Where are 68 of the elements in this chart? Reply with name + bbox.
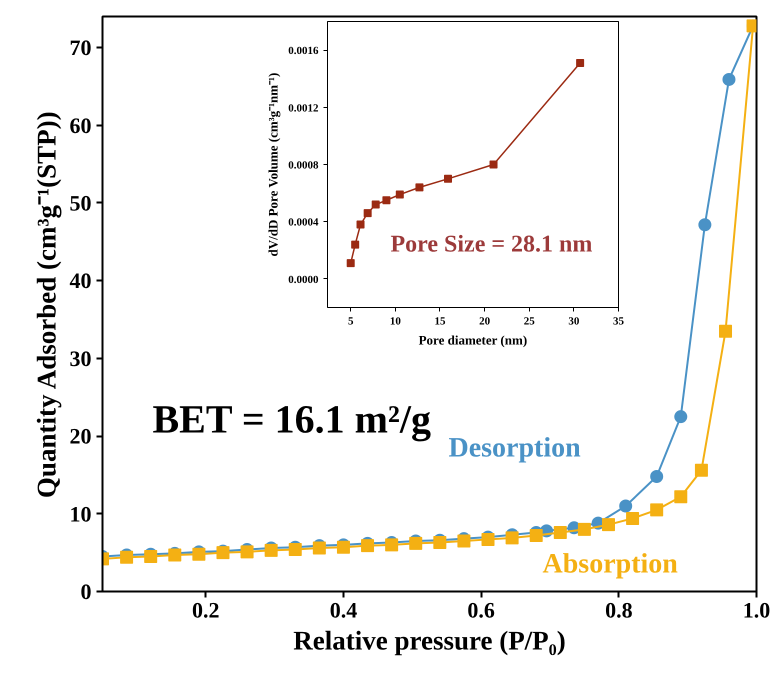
x-tick-label: 1.0 — [742, 598, 770, 622]
x-tick-label: 0.6 — [467, 598, 495, 622]
x-tick-label: 30 — [568, 316, 580, 328]
y-tick-label: 50 — [70, 190, 92, 216]
x-tick-label: 5 — [348, 316, 354, 328]
point — [554, 526, 567, 539]
point — [356, 220, 365, 229]
y-tick-label: 60 — [70, 112, 92, 138]
point — [433, 536, 446, 550]
point — [364, 209, 372, 218]
point — [576, 58, 584, 67]
annotation: Pore Size = 28.1 nm — [390, 232, 592, 258]
series-label: Absorption — [542, 548, 678, 580]
x-axis-title: Relative pressure (P/P₀) — [293, 626, 566, 656]
point — [409, 536, 422, 550]
y-tick-label: 0.0000 — [288, 274, 319, 286]
y-tick-label: 0 — [80, 579, 92, 604]
y-tick-label: 0.0008 — [288, 160, 319, 172]
point — [506, 531, 519, 544]
point — [264, 544, 278, 557]
point — [602, 518, 615, 532]
y-tick-label: 0.0004 — [288, 216, 319, 229]
point — [444, 174, 452, 183]
x-tick-label: 15 — [434, 316, 446, 328]
x-tick-label: 10 — [390, 316, 402, 328]
x-tick-label: 20 — [479, 316, 491, 328]
point — [372, 200, 380, 209]
point — [694, 464, 708, 477]
x-tick-label: 0.4 — [330, 598, 358, 622]
annotation: BET = 16.1 m²/g — [152, 396, 432, 442]
point — [674, 410, 688, 424]
point — [619, 500, 632, 513]
point — [192, 548, 206, 561]
point — [490, 160, 498, 168]
point — [530, 529, 543, 542]
point — [361, 539, 374, 552]
point — [698, 218, 712, 232]
point — [650, 503, 664, 516]
point — [578, 522, 591, 536]
point — [650, 470, 664, 483]
point — [626, 512, 640, 525]
x-tick-label: 25 — [524, 316, 536, 328]
x-tick-label: 35 — [613, 316, 624, 328]
y-tick-label: 20 — [70, 424, 92, 449]
x-tick-label: 0.2 — [192, 598, 220, 622]
y-axis-title: Quantity Adsorbed (cm³g⁻¹(STP)) — [32, 111, 62, 498]
series-label: Desorption — [448, 432, 582, 464]
point — [722, 72, 736, 86]
point — [674, 490, 688, 504]
point — [415, 183, 424, 192]
point — [336, 540, 350, 554]
point — [346, 259, 355, 268]
point — [144, 550, 158, 564]
point — [382, 196, 390, 204]
point — [288, 543, 302, 556]
point — [396, 190, 404, 199]
x-tick-label: 0.8 — [605, 598, 633, 622]
y-axis-title: dV/dD Pore Volume (cm³g⁻¹nm⁻¹) — [265, 72, 280, 256]
y-tick-label: 0.0012 — [288, 102, 319, 114]
y-tick-label: 70 — [70, 35, 92, 60]
y-tick-label: 10 — [70, 501, 92, 526]
y-tick-label: 30 — [70, 346, 92, 371]
y-tick-label: 0.0016 — [288, 45, 319, 58]
point — [120, 550, 134, 564]
y-tick-label: 40 — [70, 268, 92, 294]
point — [719, 324, 732, 338]
x-axis-title: Pore diameter (nm) — [418, 332, 528, 348]
point — [351, 240, 360, 249]
